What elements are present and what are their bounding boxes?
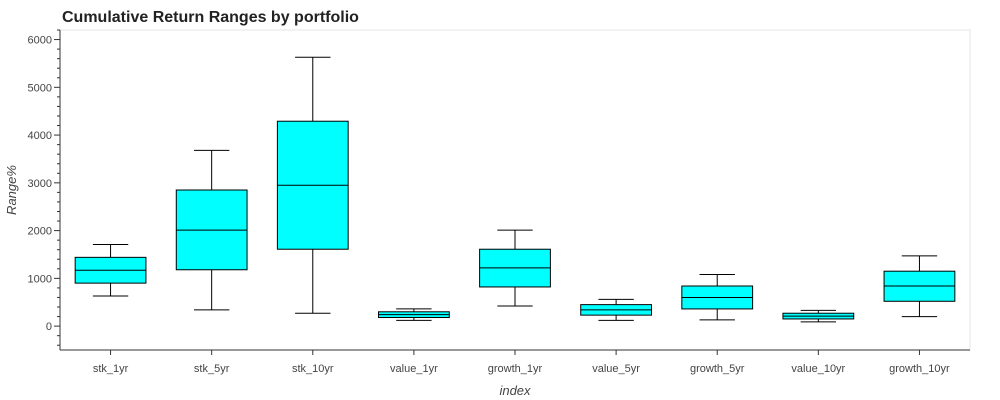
x-axis: stk_1yr stk_5yr stk_10yr value_1yr growth_1y…: [60, 349, 970, 375]
x-tick-label: value_10yr: [791, 363, 845, 375]
x-tick-label: stk_5yr: [194, 363, 230, 375]
y-axis-label: Range%: [4, 165, 19, 215]
box-value_1yr: [378, 308, 450, 321]
x-axis-label: index: [499, 383, 531, 398]
box-value_10yr: [782, 309, 855, 323]
box-stk_10yr: [276, 56, 349, 314]
box-growth_5yr: [681, 274, 754, 321]
y-tick-label: 4000: [28, 130, 52, 142]
box-stk_5yr: [175, 149, 248, 311]
box-growth_1yr: [479, 229, 551, 307]
y-axis: 0 1000 2000 3000 4000 5000 6000: [28, 29, 61, 350]
x-tick-label: growth_10yr: [889, 363, 950, 375]
x-tick-label: value_1yr: [390, 363, 438, 375]
x-tick-label: stk_1yr: [93, 363, 129, 375]
boxes-group: [74, 56, 956, 323]
y-tick-label: 0: [46, 321, 52, 333]
y-tick-label: 6000: [28, 35, 52, 47]
box-growth_10yr: [883, 255, 956, 318]
box-stk_1yr: [74, 243, 147, 297]
x-tick-label: value_5yr: [592, 363, 640, 375]
y-tick-label: 1000: [28, 273, 52, 285]
x-tick-label: growth_5yr: [690, 363, 745, 375]
box-value_5yr: [580, 298, 653, 321]
x-tick-label: stk_10yr: [292, 363, 334, 375]
y-tick-label: 2000: [28, 226, 52, 238]
y-tick-label: 3000: [28, 178, 52, 190]
x-tick-label: growth_1yr: [488, 363, 543, 375]
chart-title: Cumulative Return Ranges by portfolio: [62, 9, 359, 26]
y-tick-label: 5000: [28, 82, 52, 94]
